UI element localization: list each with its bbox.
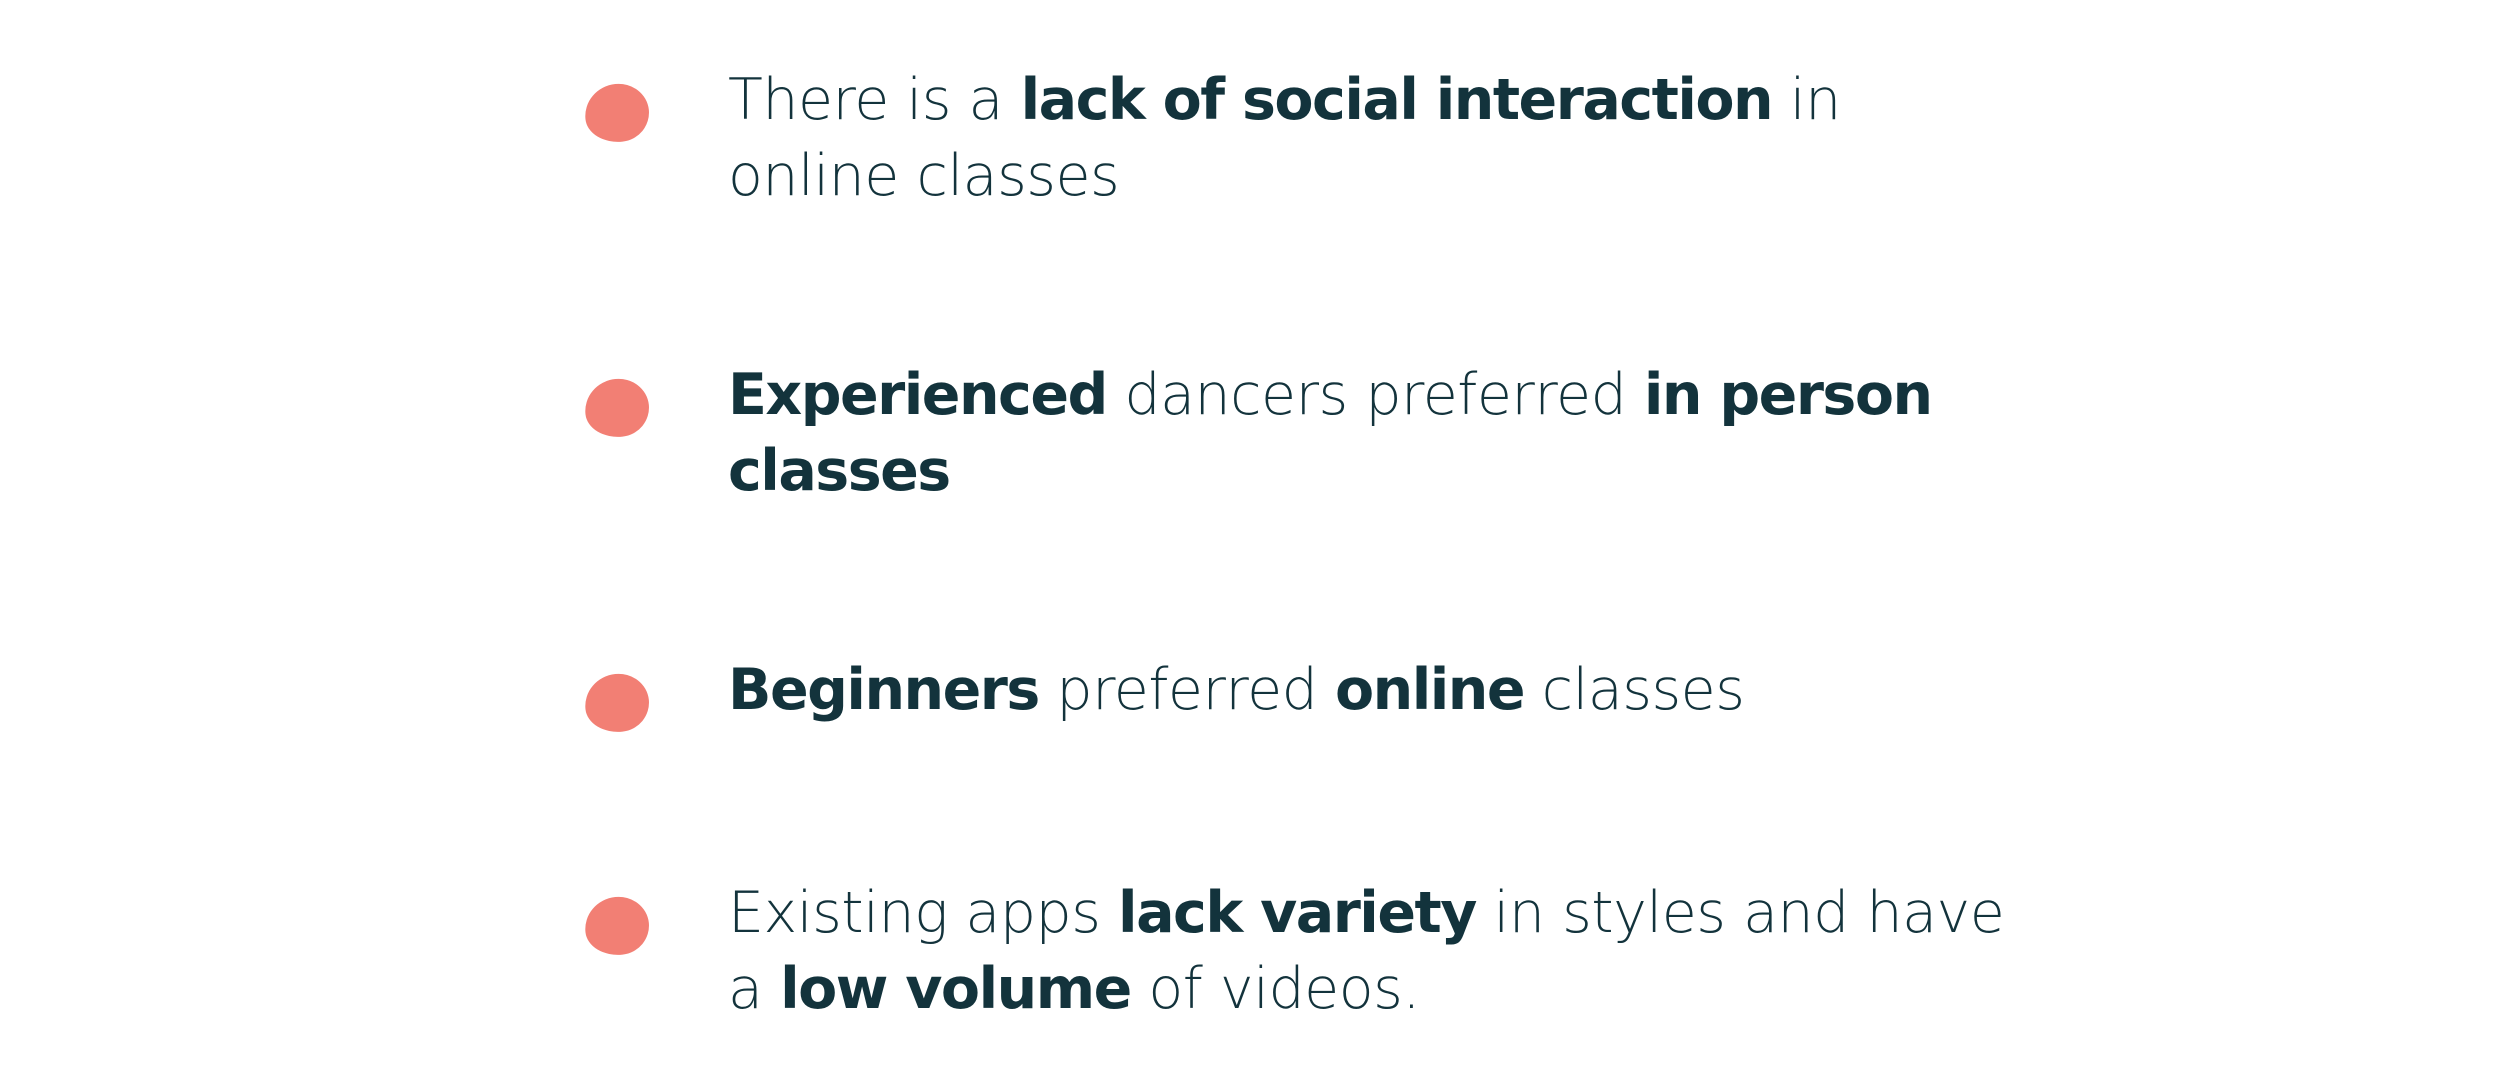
text-segment-bold: Beginners [728,657,1040,723]
finding-text: Beginners preferred online classes [728,652,2028,728]
text-segment-bold: low volume [780,956,1132,1022]
bullet-blob-icon [582,670,652,736]
bullet-blob-icon [582,80,652,146]
text-segment: Existing apps [728,880,1119,946]
text-segment-bold: Experienced [728,362,1108,428]
text-segment-bold: in person classes [728,362,1933,504]
text-segment: dancers preferred [1106,362,1644,428]
text-segment-bold: online [1334,657,1526,723]
finding-text: Experienced dancers preferred in person … [728,357,2028,509]
text-segment: in styles and have a [728,880,2005,1022]
finding-text: There is a lack of social interaction in… [728,62,2028,214]
bullet-blob-icon [582,893,652,959]
text-segment: preferred [1038,657,1335,723]
text-segment: There is a [728,67,1021,133]
text-segment-bold: lack of social interaction [1020,67,1774,133]
text-segment: in online classes [728,67,1841,209]
text-segment-bold: lack variety [1118,880,1477,946]
finding-text: Existing apps lack variety in styles and… [728,875,2028,1027]
bullet-blob-icon [582,375,652,441]
text-segment: of videos. [1130,956,1420,1022]
text-segment: classes [1524,657,1745,723]
